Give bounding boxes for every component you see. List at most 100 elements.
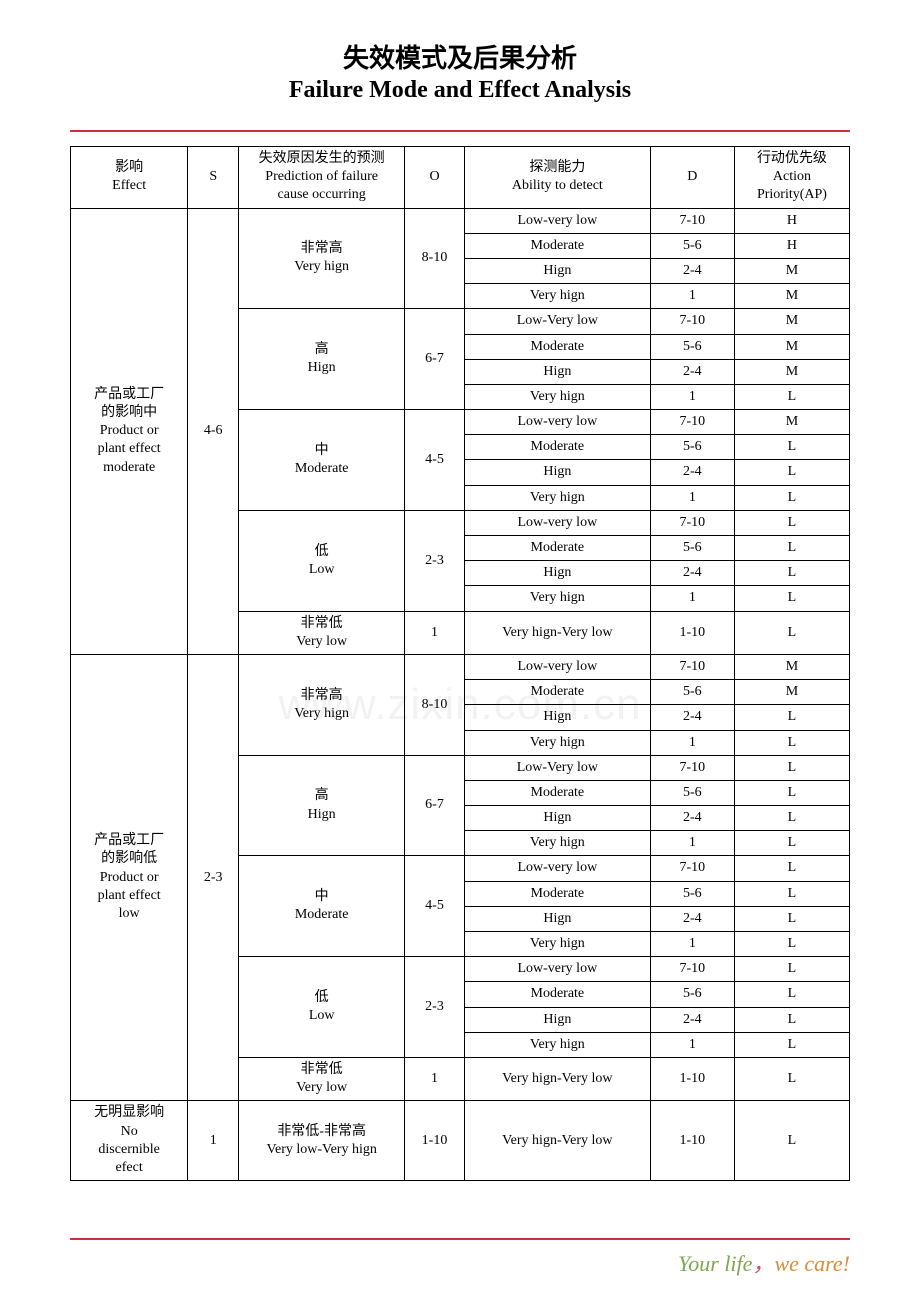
d-cell: 5-6 <box>650 435 734 460</box>
detect-cell: Low-very low <box>464 957 650 982</box>
d-cell: 5-6 <box>650 680 734 705</box>
d-cell: 1 <box>650 284 734 309</box>
detect-cell: Moderate <box>464 780 650 805</box>
footer-comma: ， <box>752 1251 774 1276</box>
ap-cell: L <box>734 1007 849 1032</box>
ap-cell: H <box>734 233 849 258</box>
ap-cell: L <box>734 705 849 730</box>
detect-cell: Very hign <box>464 485 650 510</box>
ap-cell: L <box>734 1032 849 1057</box>
header-detect: 探测能力Ability to detect <box>464 147 650 209</box>
prediction-cell: 低Low <box>239 957 405 1058</box>
o-cell: 8-10 <box>405 208 465 309</box>
prediction-cell: 低Low <box>239 510 405 611</box>
d-cell: 1 <box>650 1032 734 1057</box>
ap-cell: L <box>734 906 849 931</box>
d-cell: 5-6 <box>650 233 734 258</box>
d-cell: 1 <box>650 485 734 510</box>
detect-cell: Hign <box>464 1007 650 1032</box>
detect-cell: Very hign <box>464 730 650 755</box>
prediction-cell: 高Hign <box>239 309 405 410</box>
d-cell: 7-10 <box>650 654 734 679</box>
detect-cell: Hign <box>464 906 650 931</box>
ap-cell: H <box>734 208 849 233</box>
table-row: 产品或工厂的影响低Product orplant effectlow2-3非常高… <box>71 654 850 679</box>
d-cell: 5-6 <box>650 982 734 1007</box>
d-cell: 5-6 <box>650 536 734 561</box>
ap-cell: L <box>734 586 849 611</box>
detect-cell: Hign <box>464 258 650 283</box>
ap-cell: M <box>734 334 849 359</box>
d-cell: 1 <box>650 831 734 856</box>
o-cell: 2-3 <box>405 510 465 611</box>
d-cell: 2-4 <box>650 561 734 586</box>
header-d: D <box>650 147 734 209</box>
ap-cell: M <box>734 359 849 384</box>
table-row: 影响EffectS失效原因发生的预测Prediction of failurec… <box>71 147 850 209</box>
detect-cell: Very hign-Very low <box>464 1101 650 1181</box>
detect-cell: Hign <box>464 460 650 485</box>
prediction-cell: 高Hign <box>239 755 405 856</box>
ap-cell: L <box>734 780 849 805</box>
detect-cell: Moderate <box>464 536 650 561</box>
s-cell: 1 <box>188 1101 239 1181</box>
prediction-cell: 非常低-非常高Very low-Very hign <box>239 1101 405 1181</box>
ap-cell: M <box>734 284 849 309</box>
ap-cell: L <box>734 856 849 881</box>
detect-cell: Very hign-Very low <box>464 1057 650 1100</box>
d-cell: 5-6 <box>650 334 734 359</box>
o-cell: 4-5 <box>405 856 465 957</box>
effect-cell: 产品或工厂的影响中Product orplant effectmoderate <box>71 208 188 654</box>
table-row: 无明显影响Nodiscernibleefect1非常低-非常高Very low-… <box>71 1101 850 1181</box>
title-cn: 失效模式及后果分析 <box>70 38 850 75</box>
footer-slogan: Your life，we care! <box>678 1246 850 1278</box>
d-cell: 2-4 <box>650 1007 734 1032</box>
detect-cell: Low-very low <box>464 654 650 679</box>
ap-cell: L <box>734 485 849 510</box>
s-cell: 4-6 <box>188 208 239 654</box>
ap-cell: L <box>734 730 849 755</box>
title-en: Failure Mode and Effect Analysis <box>70 77 850 104</box>
detect-cell: Low-very low <box>464 856 650 881</box>
detect-cell: Low-Very low <box>464 755 650 780</box>
d-cell: 7-10 <box>650 957 734 982</box>
o-cell: 1 <box>405 611 465 654</box>
ap-cell: M <box>734 309 849 334</box>
detect-cell: Very hign <box>464 586 650 611</box>
detect-cell: Low-Very low <box>464 309 650 334</box>
o-cell: 6-7 <box>405 755 465 856</box>
ap-cell: L <box>734 932 849 957</box>
d-cell: 5-6 <box>650 881 734 906</box>
ap-cell: L <box>734 831 849 856</box>
ap-cell: L <box>734 611 849 654</box>
prediction-cell: 非常高Very hign <box>239 654 405 755</box>
d-cell: 1 <box>650 384 734 409</box>
prediction-cell: 非常低Very low <box>239 611 405 654</box>
prediction-cell: 非常高Very hign <box>239 208 405 309</box>
header-prediction: 失效原因发生的预测Prediction of failurecause occu… <box>239 147 405 209</box>
ap-cell: L <box>734 460 849 485</box>
ap-cell: L <box>734 510 849 535</box>
ap-cell: M <box>734 680 849 705</box>
o-cell: 1 <box>405 1057 465 1100</box>
d-cell: 1 <box>650 730 734 755</box>
detect-cell: Moderate <box>464 982 650 1007</box>
footer-part2: we care! <box>774 1251 850 1276</box>
ap-cell: L <box>734 561 849 586</box>
d-cell: 7-10 <box>650 208 734 233</box>
s-cell: 2-3 <box>188 654 239 1100</box>
detect-cell: Moderate <box>464 334 650 359</box>
d-cell: 2-4 <box>650 906 734 931</box>
d-cell: 2-4 <box>650 705 734 730</box>
detect-cell: Moderate <box>464 881 650 906</box>
detect-cell: Very hign <box>464 932 650 957</box>
ap-cell: M <box>734 654 849 679</box>
detect-cell: Hign <box>464 359 650 384</box>
header-o: O <box>405 147 465 209</box>
header-effect: 影响Effect <box>71 147 188 209</box>
d-cell: 7-10 <box>650 856 734 881</box>
d-cell: 7-10 <box>650 309 734 334</box>
ap-cell: L <box>734 435 849 460</box>
header-ap: 行动优先级ActionPriority(AP) <box>734 147 849 209</box>
ap-cell: L <box>734 536 849 561</box>
